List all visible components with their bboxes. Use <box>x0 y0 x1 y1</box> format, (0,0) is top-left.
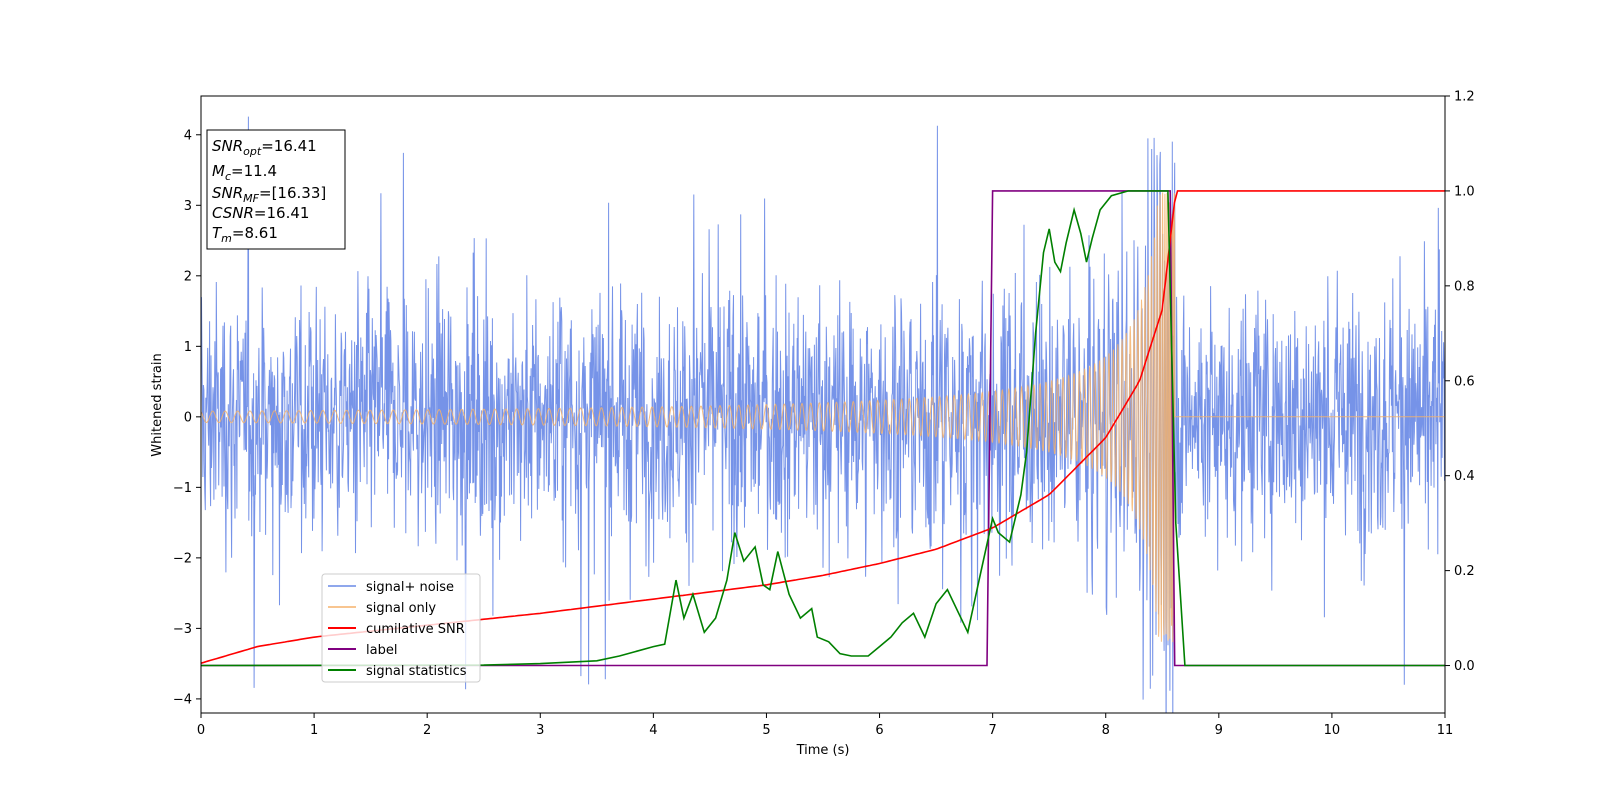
x-axis: 0 1 2 3 4 5 6 7 8 9 10 11 <box>197 713 1453 738</box>
y2-tick-label: 0.4 <box>1454 469 1475 484</box>
y2-tick-label: 0.8 <box>1454 279 1475 294</box>
y2-axis: 0.0 0.2 0.4 0.6 0.8 1.0 1.2 <box>1445 90 1475 674</box>
x-axis-title: Time (s) <box>796 743 850 758</box>
info-line-snr_mf: SNRMF=[16.33] <box>212 184 326 205</box>
x-tick-label: 8 <box>1102 723 1110 738</box>
signal-noise-series <box>201 116 1445 713</box>
y-tick-label: −1 <box>173 481 192 496</box>
y-tick-label: −4 <box>173 692 192 707</box>
legend-item-signal-only: signal only <box>328 601 436 616</box>
x-tick-label: 1 <box>310 723 318 738</box>
y-tick-label: 0 <box>184 410 192 425</box>
x-tick-label: 2 <box>423 723 431 738</box>
legend-label: cumilative SNR <box>366 622 465 637</box>
x-tick-label: 6 <box>875 723 883 738</box>
info-line-tm: Tm=8.61 <box>212 224 278 245</box>
y-tick-label: 3 <box>184 199 192 214</box>
x-tick-label: 10 <box>1324 723 1341 738</box>
y-axis: −4 −3 −2 −1 0 1 2 3 4 <box>173 128 201 707</box>
x-tick-label: 11 <box>1437 723 1454 738</box>
legend-item-signal-statistics: signal statistics <box>328 664 467 679</box>
y2-tick-label: 0.2 <box>1454 564 1475 579</box>
signal-only-line <box>201 192 1445 643</box>
x-tick-label: 5 <box>762 723 770 738</box>
signal-noise-line <box>201 116 1445 713</box>
legend-label: signal+ noise <box>366 580 454 595</box>
legend-item-cumulative-snr: cumilative SNR <box>328 622 465 637</box>
legend: signal+ noise signal only cumilative SNR la… <box>321 573 481 683</box>
legend-label: signal statistics <box>366 664 467 679</box>
y-tick-label: −2 <box>173 551 192 566</box>
x-tick-label: 7 <box>988 723 996 738</box>
x-tick-label: 0 <box>197 723 205 738</box>
x-tick-label: 9 <box>1215 723 1223 738</box>
info-box-frame <box>206 129 346 250</box>
y-axis-title: Whitened strain <box>150 353 165 456</box>
y-tick-label: −3 <box>173 622 192 637</box>
x-tick-label: 3 <box>536 723 544 738</box>
y2-tick-label: 0.0 <box>1454 659 1475 674</box>
y-tick-label: 4 <box>184 128 192 143</box>
legend-frame <box>321 573 481 683</box>
y-tick-label: 2 <box>184 269 192 284</box>
legend-label: signal only <box>366 601 436 616</box>
y2-tick-label: 1.2 <box>1454 90 1475 105</box>
y2-tick-label: 1.0 <box>1454 184 1475 199</box>
x-tick-label: 4 <box>649 723 657 738</box>
info-line-csnr: CSNR=16.41 <box>212 204 309 222</box>
legend-item-label: label <box>328 643 397 658</box>
legend-item-signal-noise: signal+ noise <box>328 580 454 595</box>
info-box: SNRopt=16.41 Mc=11.4SNRMF=[16.33]CSNR=16.… <box>206 129 346 250</box>
plot-frame <box>200 95 1446 714</box>
y2-tick-label: 0.6 <box>1454 374 1475 389</box>
info-line-snr_opt: SNRopt=16.41 <box>212 137 317 158</box>
legend-label: label <box>366 643 397 658</box>
info-line-mc: Mc=11.4 <box>212 162 277 183</box>
signal-only-series <box>201 192 1445 643</box>
signal-statistics-line <box>201 190 1445 667</box>
y-tick-label: 1 <box>184 340 192 355</box>
